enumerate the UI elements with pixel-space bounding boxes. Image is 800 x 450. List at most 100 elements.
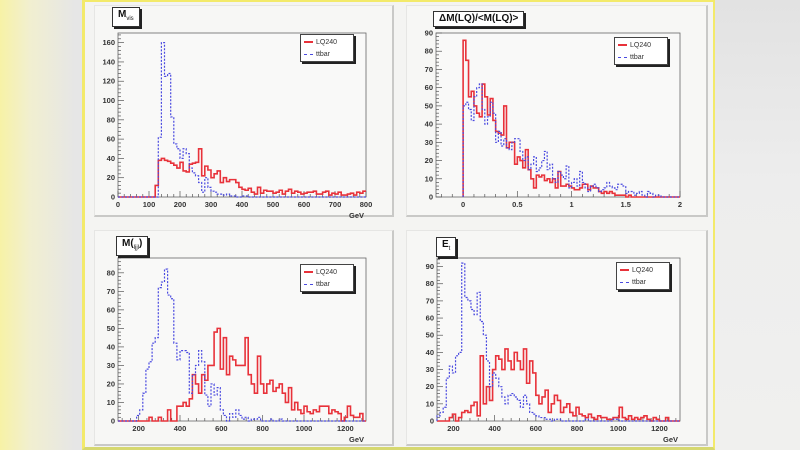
chart-title-subscript: t xyxy=(448,246,451,252)
y-tick-label: 50 xyxy=(107,324,115,333)
x-tick-label: 800 xyxy=(256,424,269,433)
y-tick-label: 0 xyxy=(429,193,433,202)
legend-entry-signal: LQ240 xyxy=(618,40,651,50)
x-tick-label: 500 xyxy=(267,200,280,209)
x-tick-label: 300 xyxy=(205,200,218,209)
x-tick-label: 1200 xyxy=(337,424,354,433)
y-tick-label: 40 xyxy=(425,120,433,129)
y-tick-label: 0 xyxy=(430,417,434,426)
y-tick-label: 70 xyxy=(426,296,434,305)
y-tick-label: 0 xyxy=(111,193,115,202)
y-tick-label: 40 xyxy=(426,348,434,357)
x-tick-label: 1.5 xyxy=(621,200,631,209)
x-tick-label: 1000 xyxy=(296,424,313,433)
legend: LQ240 ttbar xyxy=(300,34,354,62)
background-right xyxy=(715,0,800,450)
legend-entry-signal: LQ240 xyxy=(620,265,653,275)
y-tick-label: 30 xyxy=(426,365,434,374)
x-tick-label: 600 xyxy=(215,424,228,433)
y-tick-label: 80 xyxy=(107,115,115,124)
y-tick-label: 60 xyxy=(107,135,115,144)
x-tick-label: 0 xyxy=(116,200,120,209)
legend-swatch-background xyxy=(304,283,313,285)
x-axis: 200 400 600 800 1000 1200 GeV xyxy=(121,415,364,444)
y-tick-label: 140 xyxy=(102,57,115,66)
signal-histogram xyxy=(462,39,680,198)
chart-title: ΔM(LQ)/<M(LQ)> xyxy=(433,11,525,27)
legend-entry-background: ttbar xyxy=(304,279,330,289)
chart-title-tail: ) xyxy=(139,238,143,249)
y-tick-label: 60 xyxy=(426,314,434,323)
x-tick-label: 700 xyxy=(329,200,342,209)
x-tick-label: 0.5 xyxy=(512,200,522,209)
y-tick-label: 20 xyxy=(107,173,115,182)
legend-swatch-background xyxy=(304,53,313,55)
legend-entry-background: ttbar xyxy=(304,49,330,59)
x-tick-label: 800 xyxy=(360,200,373,209)
y-tick-label: 20 xyxy=(107,379,115,388)
signal-histogram xyxy=(118,327,366,422)
y-tick-label: 70 xyxy=(425,65,433,74)
legend-label-background: ttbar xyxy=(630,53,645,61)
y-tick-label: 50 xyxy=(426,331,434,340)
x-tick-label: 1000 xyxy=(610,424,627,433)
x-tick-label: 100 xyxy=(143,200,156,209)
legend: LQ240 ttbar xyxy=(614,37,668,65)
legend-swatch-background xyxy=(618,56,627,58)
chart-title-main: ΔM(LQ)/<M(LQ)> xyxy=(439,13,519,24)
x-tick-label: 2 xyxy=(678,200,682,209)
x-tick-label: 200 xyxy=(132,424,145,433)
legend-swatch-background xyxy=(620,281,629,283)
x-tick-label: 600 xyxy=(298,200,311,209)
legend-swatch-signal xyxy=(304,41,313,43)
y-tick-label: 20 xyxy=(425,156,433,165)
y-tick-label: 100 xyxy=(102,96,115,105)
legend-swatch-signal xyxy=(618,44,627,46)
legend-label-background: ttbar xyxy=(316,50,331,58)
y-axis: 0 20 40 60 80 100 120 140 160 xyxy=(102,34,124,202)
x-tick-label: 1 xyxy=(569,200,573,209)
y-axis: 0 10 20 30 40 50 60 70 80 xyxy=(107,257,124,426)
legend-entry-signal: LQ240 xyxy=(304,267,337,277)
background-histogram xyxy=(118,42,366,198)
background-histogram xyxy=(462,83,680,198)
legend-label-signal: LQ240 xyxy=(316,268,338,276)
chart-title-main: E xyxy=(442,239,449,250)
y-tick-label: 80 xyxy=(426,279,434,288)
y-tick-label: 120 xyxy=(102,77,115,86)
x-tick-label: 0 xyxy=(461,200,465,209)
x-axis-label: GeV xyxy=(349,211,364,220)
chart-title: Mvis xyxy=(112,7,140,27)
legend: LQ240 ttbar xyxy=(616,262,670,290)
x-tick-label: 400 xyxy=(488,424,501,433)
y-tick-label: 40 xyxy=(107,154,115,163)
chart-title-main: M xyxy=(118,9,127,20)
y-tick-label: 90 xyxy=(425,29,433,38)
x-tick-label: 800 xyxy=(571,424,584,433)
legend-entry-signal: LQ240 xyxy=(304,37,337,47)
y-axis: 0 10 20 30 40 50 60 70 80 90 xyxy=(426,259,443,426)
chart-title-subscript: vis xyxy=(126,16,134,22)
y-tick-label: 160 xyxy=(102,38,115,47)
y-tick-label: 40 xyxy=(107,342,115,351)
x-axis-label: GeV xyxy=(663,435,678,444)
legend-label-background: ttbar xyxy=(316,280,331,288)
y-tick-label: 70 xyxy=(107,287,115,296)
y-tick-label: 10 xyxy=(107,398,115,407)
legend: LQ240 ttbar xyxy=(300,264,354,292)
x-tick-label: 600 xyxy=(530,424,543,433)
legend-label-background: ttbar xyxy=(632,278,647,286)
x-tick-label: 200 xyxy=(447,424,460,433)
legend-swatch-signal xyxy=(304,271,313,273)
background-histogram xyxy=(118,268,366,422)
y-tick-label: 50 xyxy=(425,101,433,110)
chart-title: M(ljjl) xyxy=(116,236,149,256)
signal-histogram xyxy=(437,348,680,422)
y-tick-label: 20 xyxy=(426,382,434,391)
x-tick-label: 200 xyxy=(174,200,187,209)
y-tick-label: 30 xyxy=(425,138,433,147)
x-tick-label: 400 xyxy=(236,200,249,209)
